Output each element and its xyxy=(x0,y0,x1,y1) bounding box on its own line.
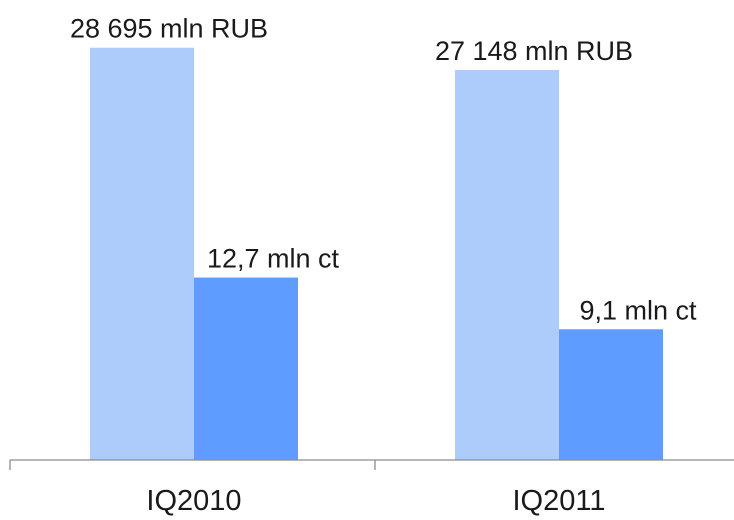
data-label: 12,7 mln ct xyxy=(207,244,340,274)
x-tick-label: IQ2011 xyxy=(513,485,606,517)
data-label: 27 148 mln RUB xyxy=(435,36,633,66)
bar xyxy=(90,47,194,460)
data-label: 28 695 mln RUB xyxy=(70,14,268,44)
data-label: 9,1 mln ct xyxy=(579,295,697,325)
x-tick-label: IQ2010 xyxy=(146,485,241,517)
bar xyxy=(455,69,559,461)
bar xyxy=(194,277,298,460)
bar xyxy=(559,329,663,460)
